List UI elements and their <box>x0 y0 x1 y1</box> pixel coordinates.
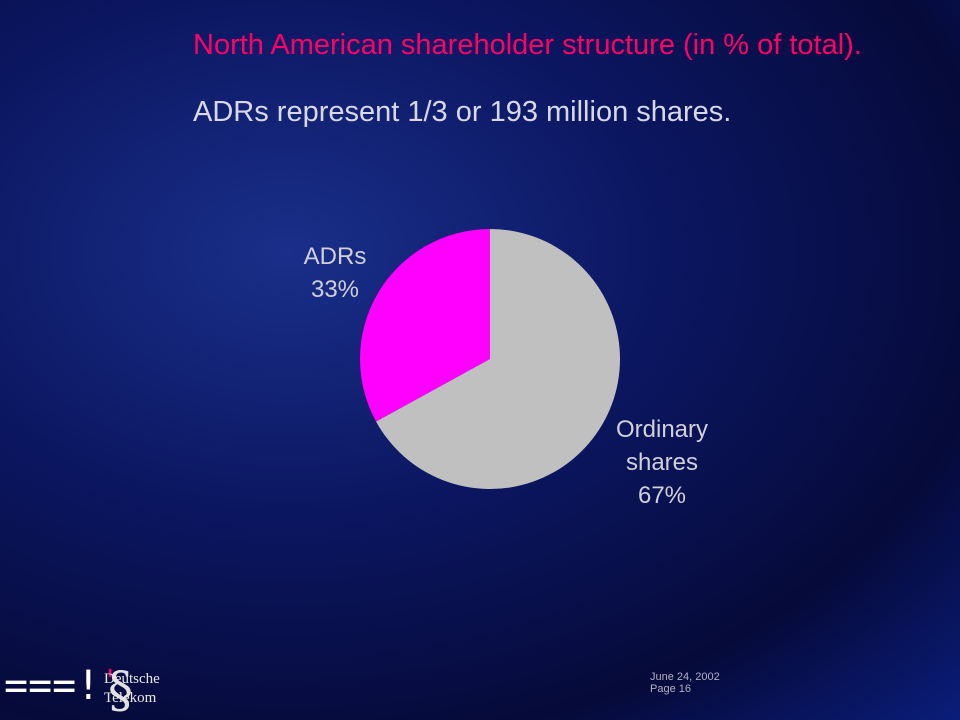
footer: June 24, 2002 Page 16 <box>650 671 720 695</box>
pie-slice <box>376 229 621 489</box>
chart-title: North American shareholder structure (in… <box>193 29 862 61</box>
pie-slice <box>359 229 490 422</box>
logo-mark: ===! <box>4 663 101 709</box>
logo-line: Telekom <box>104 690 157 706</box>
slice-category: ADRs <box>303 243 367 270</box>
logo-symbol: § <box>108 661 133 719</box>
footer-page: Page 16 <box>650 683 691 695</box>
slice-label: Ordinary shares 67% <box>602 413 722 512</box>
logo-text: Deutsche Telekom <box>104 670 160 708</box>
slice-value: 33% <box>310 276 360 303</box>
logo-accent: ' <box>106 664 115 699</box>
chart-subtitle: ADRs represent 1/3 or 193 million shares… <box>193 96 732 128</box>
footer-date: June 24, 2002 <box>650 671 720 683</box>
slice-value: 67% <box>637 482 687 509</box>
logo-line: Deutsche <box>104 671 160 687</box>
slice-category: Ordinary shares <box>615 416 709 476</box>
slice-label: ADRs 33% <box>290 240 380 306</box>
